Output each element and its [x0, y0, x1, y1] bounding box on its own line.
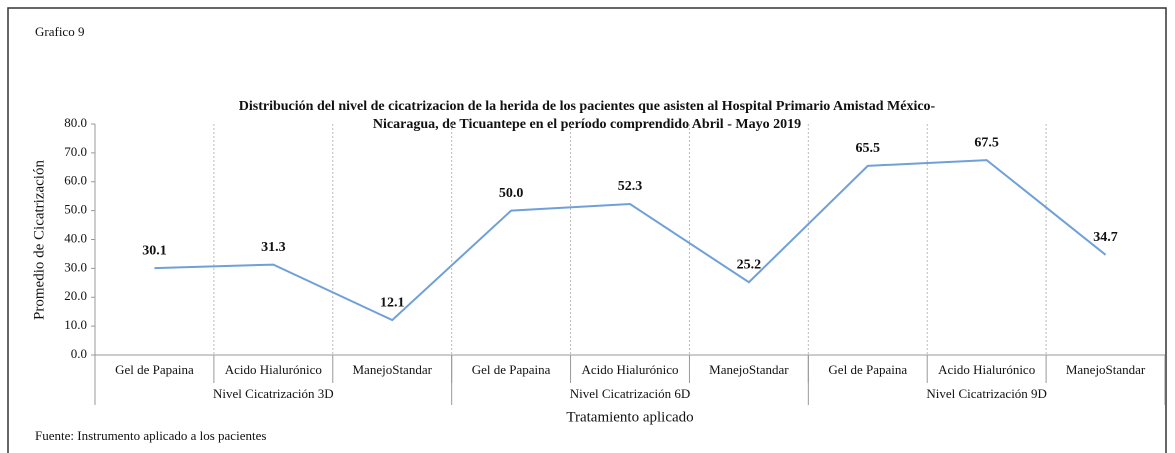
- y-axis-title: Promedio de Cicatrización: [31, 160, 47, 320]
- y-tick-label: 60.0: [64, 173, 87, 188]
- group-label: Nivel Cicatrización 9D: [926, 386, 1047, 401]
- data-label: 52.3: [618, 179, 643, 194]
- y-tick-label: 10.0: [64, 317, 87, 332]
- x-tick-label: Gel de Papaina: [115, 362, 194, 377]
- y-tick-label: 50.0: [64, 202, 87, 217]
- data-label: 30.1: [142, 243, 167, 258]
- y-tick-label: 20.0: [64, 288, 87, 303]
- x-tick-label: ManejoStandar: [709, 362, 789, 377]
- group-label: Nivel Cicatrización 3D: [213, 386, 334, 401]
- data-label: 34.7: [1093, 230, 1118, 245]
- x-axis-title: Tratamiento aplicado: [566, 409, 693, 425]
- frame: [7, 7, 1167, 453]
- group-label: Nivel Cicatrización 6D: [570, 386, 691, 401]
- caption: Grafico 9: [35, 24, 84, 39]
- x-tick-label: ManejoStandar: [353, 362, 433, 377]
- x-tick-label: Gel de Papaina: [828, 362, 907, 377]
- data-label: 65.5: [856, 141, 881, 156]
- chart-title: Nicaragua, de Ticuantepe en el período c…: [373, 117, 801, 132]
- x-tick-label: Acido Hialurónico: [938, 362, 1035, 377]
- chart-title: Distribución del nivel de cicatrizacion …: [239, 99, 936, 114]
- y-tick-label: 0.0: [71, 346, 87, 361]
- y-tick-label: 40.0: [64, 230, 87, 245]
- y-tick-label: 30.0: [64, 259, 87, 274]
- series-line: [154, 159, 1107, 322]
- data-label: 67.5: [974, 135, 999, 150]
- x-tick-label: Acido Hialurónico: [225, 362, 322, 377]
- data-label: 50.0: [499, 186, 524, 201]
- data-label: 12.1: [380, 295, 405, 310]
- x-tick-label: Acido Hialurónico: [581, 362, 678, 377]
- data-label: 25.2: [737, 257, 762, 272]
- y-tick-label: 70.0: [64, 144, 87, 159]
- source: Fuente: Instrumento aplicado a los pacie…: [35, 428, 266, 443]
- x-tick-label: ManejoStandar: [1066, 362, 1146, 377]
- y-tick-label: 80.0: [64, 115, 87, 130]
- x-tick-label: Gel de Papaina: [472, 362, 551, 377]
- data-label: 31.3: [261, 240, 286, 255]
